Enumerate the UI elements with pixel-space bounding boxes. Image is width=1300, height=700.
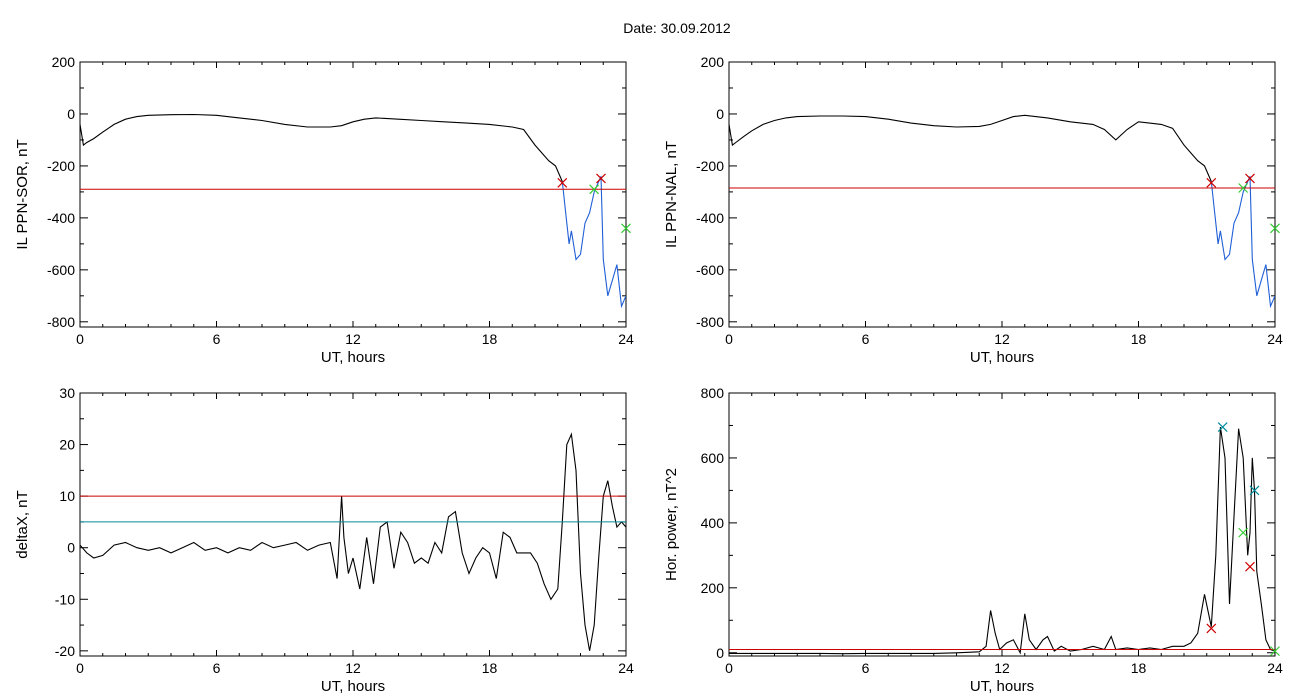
y-axis-label: Hor. power, nT^2 — [663, 468, 680, 581]
x-axis-label: UT, hours — [970, 678, 1034, 695]
y-axis-label: IL PPN-NAL, nT — [663, 141, 680, 248]
plot-area — [729, 114, 1275, 309]
y-tick-label: -600 — [696, 262, 724, 278]
plot-frame — [728, 392, 1276, 657]
marker-1 — [1206, 623, 1217, 634]
series-line-1 — [80, 432, 626, 651]
x-tick-label: 12 — [345, 660, 361, 676]
figure-title: Date: 30.09.2012 — [623, 20, 731, 36]
marker-6 — [1270, 646, 1280, 657]
marker-2 — [1238, 183, 1249, 193]
marker-3 — [1245, 173, 1255, 184]
y-tick-label: 30 — [59, 385, 75, 401]
x-tick-label: 0 — [76, 331, 84, 347]
marker-2 — [1217, 422, 1228, 433]
y-tick-label: 200 — [701, 54, 725, 70]
x-tick-label: 18 — [1131, 660, 1147, 676]
y-tick-label: -400 — [696, 210, 724, 226]
series-line-1 — [729, 114, 1212, 182]
plot-frame — [728, 61, 1276, 328]
y-tick-label: -10 — [55, 591, 75, 607]
marker-stroke — [1206, 177, 1217, 188]
x-tick-label: 18 — [1131, 331, 1147, 347]
marker-stroke — [1217, 422, 1228, 433]
y-tick-label: 400 — [701, 515, 725, 531]
y-tick-label: 0 — [716, 645, 724, 661]
y-tick-label: -20 — [55, 643, 75, 659]
y-tick-label: 200 — [701, 580, 725, 596]
x-tick-label: 18 — [482, 660, 498, 676]
y-axis-label: deltaX, nT — [14, 490, 31, 558]
y-tick-label: 0 — [67, 106, 75, 122]
x-tick-label: 0 — [76, 660, 84, 676]
x-tick-label: 6 — [862, 331, 870, 347]
x-tick-label: 12 — [994, 331, 1010, 347]
x-tick-label: 12 — [994, 660, 1010, 676]
chart-panel-2: 0 6 12 18 24 -800 -600 -400 -200 0 200 UT, hours IL … — [663, 54, 1283, 366]
x-tick-label: 12 — [345, 331, 361, 347]
y-tick-label: 20 — [59, 437, 75, 453]
x-tick-label: 6 — [213, 331, 221, 347]
y-tick-label: -800 — [47, 314, 75, 330]
marker-2 — [589, 184, 600, 195]
marker-1 — [557, 177, 568, 188]
x-axis-label: UT, hours — [321, 349, 385, 366]
marker-4 — [1270, 223, 1280, 234]
y-tick-label: 0 — [67, 540, 75, 556]
marker-stroke — [1206, 623, 1217, 634]
y-tick-label: 800 — [701, 385, 725, 401]
y-axis-label: IL PPN-SOR, nT — [14, 139, 31, 249]
marker-stroke — [596, 173, 606, 184]
plot-frame — [79, 392, 627, 657]
y-tick-label: 200 — [52, 54, 76, 70]
x-tick-label: 6 — [213, 660, 221, 676]
marker-stroke — [1238, 183, 1249, 193]
series-line-2 — [561, 176, 626, 309]
marker-stroke — [1238, 527, 1249, 538]
marker-stroke — [621, 223, 631, 234]
marker-4 — [621, 223, 631, 234]
marker-3 — [596, 173, 606, 184]
marker-stroke — [589, 184, 600, 195]
marker-5 — [1249, 485, 1260, 496]
x-tick-label: 18 — [482, 331, 498, 347]
marker-3 — [1238, 527, 1249, 538]
y-tick-label: 10 — [59, 488, 75, 504]
plot-area — [729, 427, 1275, 655]
chart-panel-4: 0 6 12 18 24 0 200 400 600 800 UT, hours Hor. power… — [663, 385, 1283, 695]
x-tick-label: 24 — [618, 331, 634, 347]
plot-frame — [79, 61, 627, 328]
x-axis-label: UT, hours — [970, 349, 1034, 366]
x-axis-label: UT, hours — [321, 678, 385, 695]
marker-stroke — [1249, 485, 1260, 496]
chart-panel-3: 0 6 12 18 24 -20 -10 0 10 20 30 UT, hours deltaX, nT — [14, 385, 634, 695]
series-line-1 — [80, 113, 563, 182]
marker-stroke — [1245, 173, 1255, 184]
marker-stroke — [1270, 223, 1280, 234]
y-tick-label: -200 — [696, 158, 724, 174]
marker-stroke — [1245, 561, 1255, 572]
x-tick-label: 24 — [618, 660, 634, 676]
chart-panel-1: 0 6 12 18 24 -800 -600 -400 -200 0 200 UT, hours IL … — [14, 54, 634, 366]
x-tick-label: 6 — [862, 660, 870, 676]
y-tick-label: 0 — [716, 106, 724, 122]
y-tick-label: -200 — [47, 158, 75, 174]
marker-4 — [1245, 561, 1255, 572]
x-tick-label: 0 — [725, 331, 733, 347]
x-tick-label: 0 — [725, 660, 733, 676]
y-tick-label: -400 — [47, 210, 75, 226]
y-tick-label: -600 — [47, 262, 75, 278]
marker-stroke — [557, 177, 568, 188]
y-tick-label: 600 — [701, 450, 725, 466]
series-line-1 — [729, 427, 1275, 655]
marker-1 — [1206, 177, 1217, 188]
plot-area — [80, 432, 626, 651]
x-tick-label: 24 — [1267, 660, 1283, 676]
series-line-2 — [1210, 176, 1275, 309]
x-tick-label: 24 — [1267, 331, 1283, 347]
plot-area — [80, 113, 626, 309]
marker-stroke — [1270, 646, 1280, 657]
y-tick-label: -800 — [696, 314, 724, 330]
